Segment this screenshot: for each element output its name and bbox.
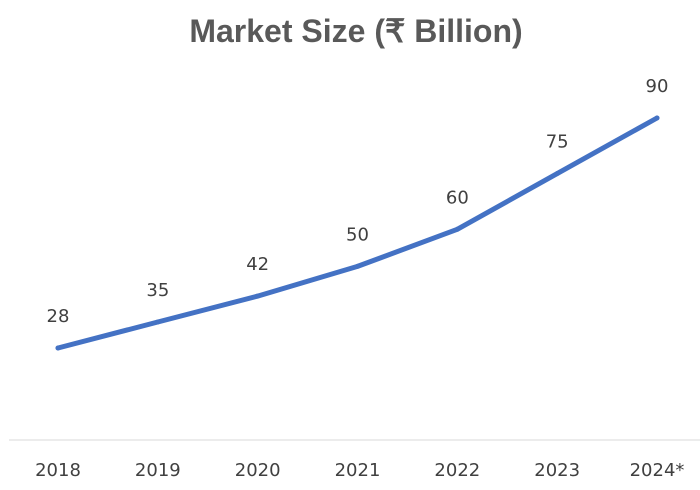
- data-label-2019: 35: [146, 280, 169, 301]
- data-label-2023: 75: [546, 132, 569, 153]
- x-tick-label-2020: 2020: [235, 460, 281, 481]
- data-label-2022: 60: [446, 187, 469, 208]
- data-label-2024: 90: [646, 76, 669, 97]
- data-point-2022: [454, 226, 460, 232]
- data-labels: 28 35 42 50 60 75 90: [47, 76, 669, 327]
- data-label-2021: 50: [346, 224, 369, 245]
- x-tick-label-2022: 2022: [434, 460, 480, 481]
- data-point-2024: [654, 115, 660, 121]
- x-tick-label-2019: 2019: [135, 460, 181, 481]
- data-point-2018: [55, 345, 61, 351]
- data-point-2023: [554, 171, 560, 177]
- data-label-2018: 28: [47, 306, 70, 327]
- data-point-2021: [355, 263, 360, 269]
- data-label-2020: 42: [246, 254, 269, 275]
- x-axis-tick-labels: 2018 2019 2020 2021 2022 2023 2024*: [35, 460, 684, 481]
- x-tick-label-2024: 2024*: [630, 460, 685, 481]
- x-tick-label-2021: 2021: [335, 460, 381, 481]
- x-tick-label-2018: 2018: [35, 460, 81, 481]
- data-point-2019: [155, 319, 161, 325]
- x-tick-label-2023: 2023: [534, 460, 580, 481]
- series-group: [55, 115, 660, 351]
- data-point-2020: [255, 293, 261, 299]
- chart-title: Market Size (₹ Billion): [189, 13, 522, 49]
